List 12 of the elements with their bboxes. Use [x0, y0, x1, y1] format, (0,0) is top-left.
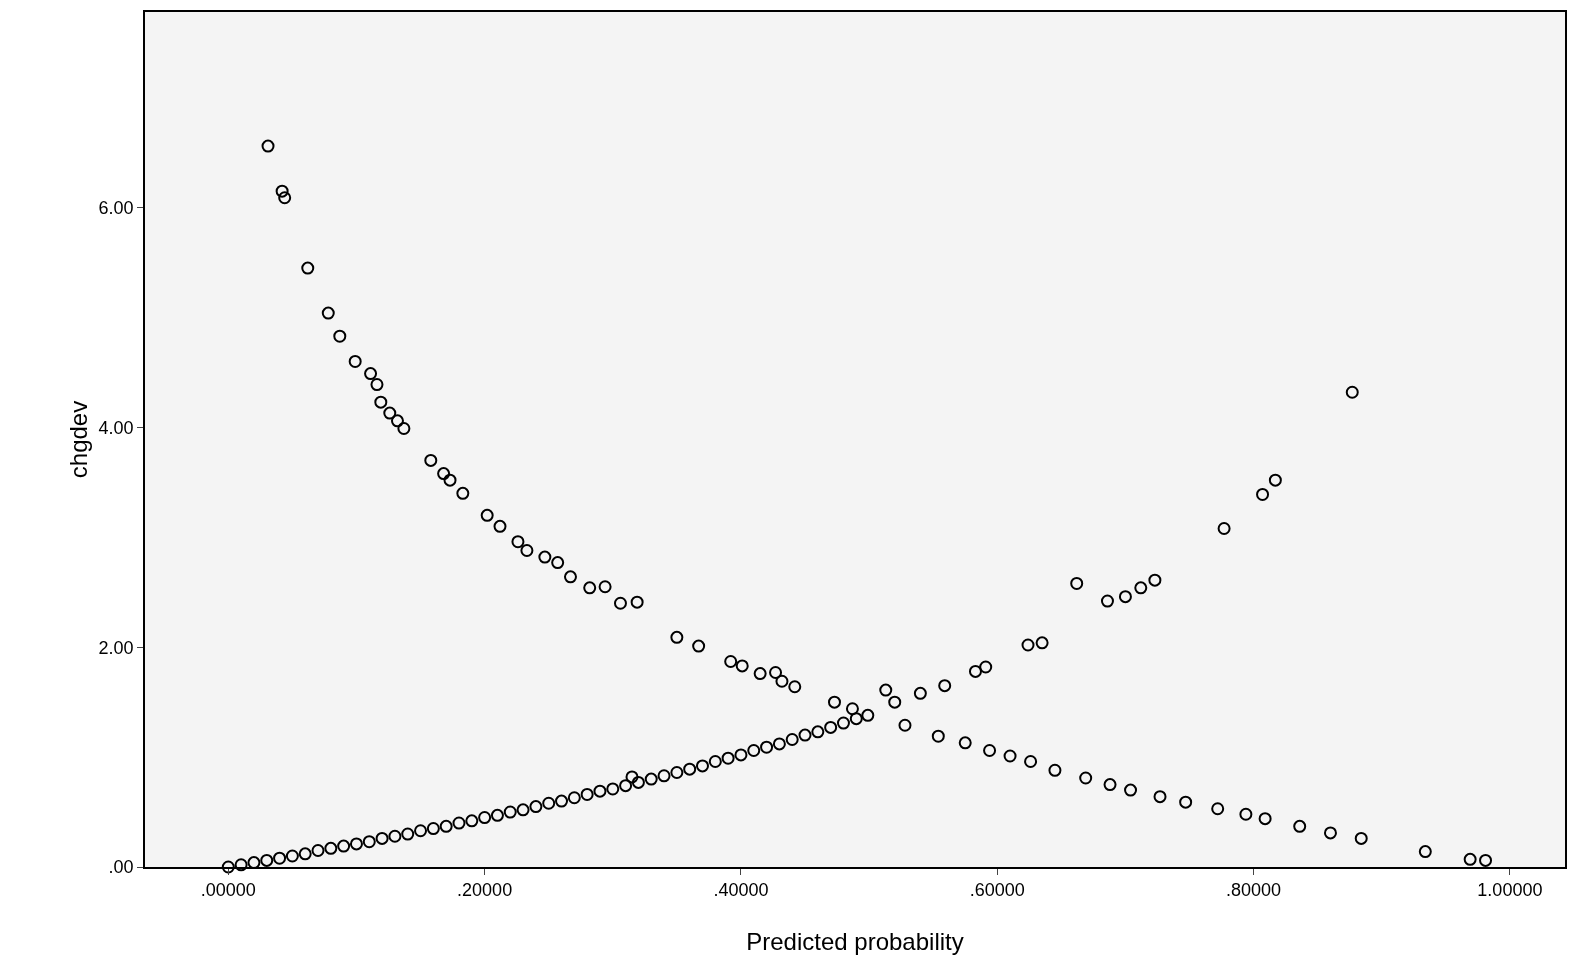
x-tick-label: .00000 [200, 880, 256, 901]
x-axis-title: Predicted probability [746, 927, 964, 955]
x-tick-label: .60000 [969, 880, 1025, 901]
y-tick-label: 4.00 [98, 417, 134, 438]
x-tick-label: .20000 [457, 880, 513, 901]
y-axis-title: chgdev [64, 400, 92, 479]
y-tick-label: 6.00 [98, 197, 134, 218]
x-tick-label: .40000 [713, 880, 769, 901]
x-tick-label: .80000 [1226, 880, 1282, 901]
x-tick-label: 1.00000 [1477, 880, 1543, 901]
y-tick-label: 2.00 [98, 637, 134, 658]
y-tick-label: .00 [108, 857, 134, 878]
